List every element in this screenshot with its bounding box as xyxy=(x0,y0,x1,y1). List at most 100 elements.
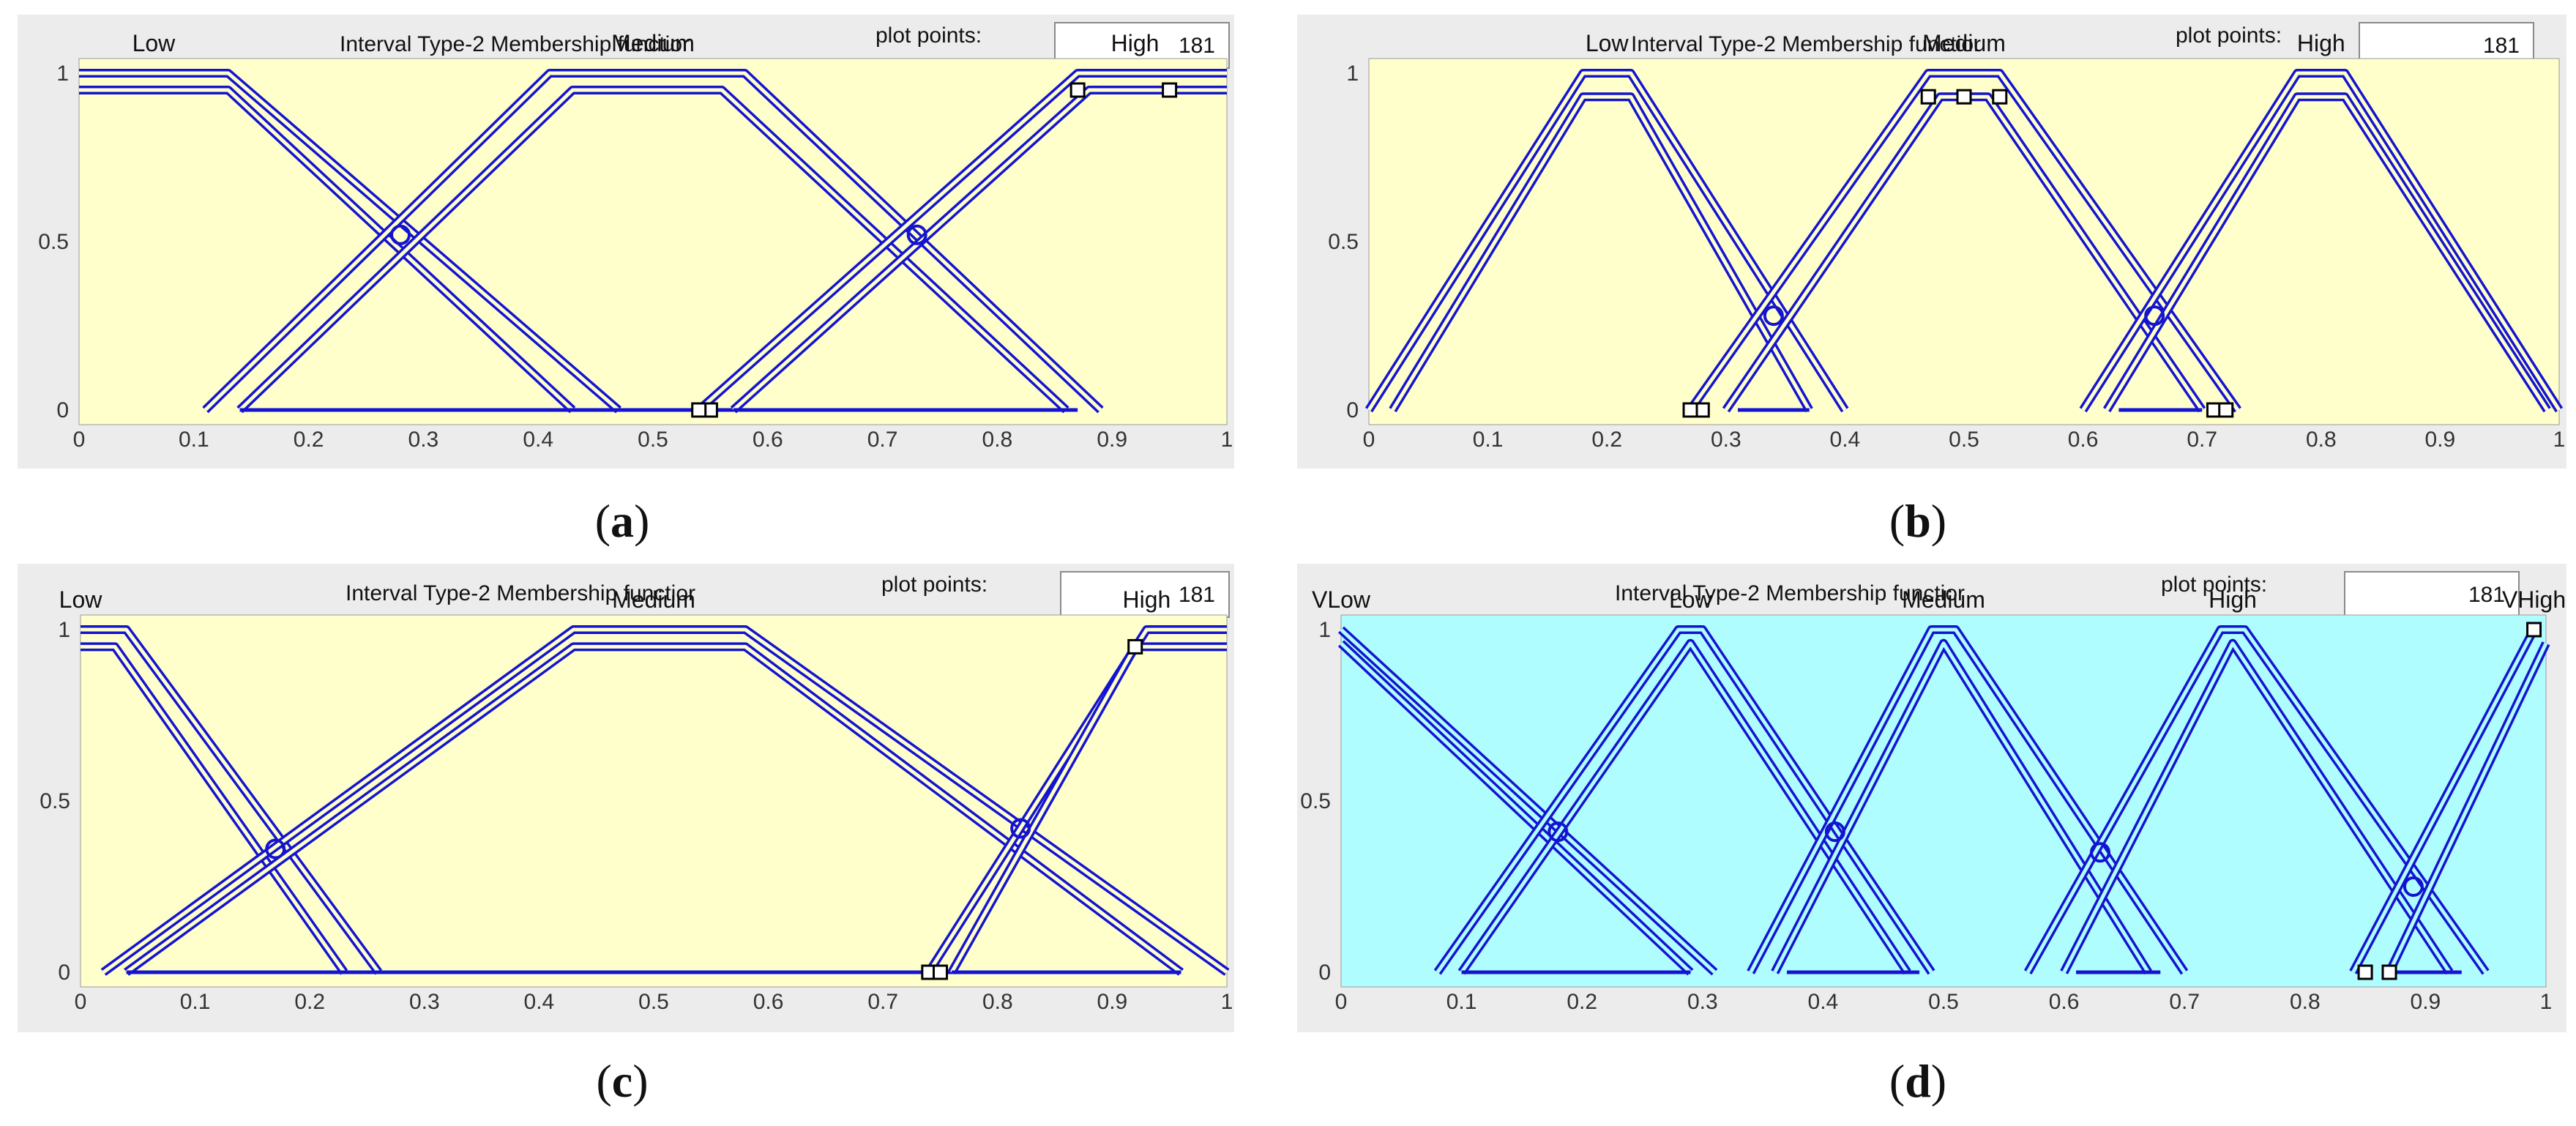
membership-plot-a: 0 0.1 0.2 0.3 0.4 0.5 0.6 0.7 0.8 0.9 1 0 0.5 1 Low Med… xyxy=(38,30,1233,452)
y-tick-label: 1 xyxy=(56,61,69,86)
x-tick-label: 0.7 xyxy=(867,990,898,1014)
x-tick-label: 0.1 xyxy=(1446,990,1477,1014)
x-tick-label: 0.8 xyxy=(2290,990,2321,1014)
y-tick-label: 0.5 xyxy=(40,789,70,813)
mf-high xyxy=(695,69,1227,414)
mf-upper-core xyxy=(1367,71,1847,411)
x-tick-label: 1 xyxy=(2553,428,2566,452)
x-tick-label: 0 xyxy=(1363,428,1375,452)
crossing-marker xyxy=(906,224,927,245)
plot-points-label: plot points: xyxy=(2176,23,2282,48)
drag-handle xyxy=(1956,89,1972,105)
x-tick-label: 0.8 xyxy=(982,990,1013,1014)
x-tick-label: 0 xyxy=(1335,990,1348,1014)
plot-points-input[interactable]: 181 xyxy=(1060,571,1230,618)
mf-upper-core xyxy=(2081,71,2561,411)
mf-lower-core xyxy=(81,644,346,974)
mf-label: High xyxy=(2209,586,2257,613)
mf-label: Medium xyxy=(1902,586,1985,613)
crossing-marker xyxy=(265,838,286,860)
panel-title: Interval Type-2 Membership functior xyxy=(1631,32,1981,56)
mf-vlow xyxy=(1337,626,1718,976)
mf-lower-core xyxy=(732,88,1227,411)
plot-points-label: plot points: xyxy=(876,23,982,48)
x-tick-label: 0.9 xyxy=(2425,428,2456,452)
x-tick-label: 0.2 xyxy=(1591,428,1622,452)
mf-label: Medium xyxy=(612,586,695,613)
mf-lower-core xyxy=(125,644,1182,974)
mf-label: Low xyxy=(132,30,176,56)
x-tick-label: 0.4 xyxy=(1830,428,1861,452)
y-tick-label: 0 xyxy=(58,961,70,985)
drag-handle xyxy=(1069,82,1086,98)
x-tick-label: 0.5 xyxy=(1928,990,1959,1014)
mf-upper-core xyxy=(102,627,1228,974)
mf-label: Medium xyxy=(611,30,695,56)
plot-points-label: plot points: xyxy=(2161,573,2268,597)
crossing-marker xyxy=(1010,818,1031,839)
mf-label: VLow xyxy=(1312,586,1371,613)
plot-points-label: plot points: xyxy=(881,573,988,597)
x-tick-label: 0.2 xyxy=(1567,990,1597,1014)
mf-label: Low xyxy=(1586,30,1629,56)
membership-plot-b: 0 0.1 0.2 0.3 0.4 0.5 0.6 0.7 0.8 0.9 1 0 0.5 1 Low Med… xyxy=(1328,30,2566,452)
crossing-marker xyxy=(1763,305,1784,327)
caption-c: (c) xyxy=(596,1055,649,1107)
x-tick-label: 0.3 xyxy=(408,428,439,452)
x-tick-label: 0.3 xyxy=(409,990,440,1014)
x-tick-label: 0.2 xyxy=(294,428,324,452)
mf-lower-core xyxy=(79,88,574,411)
y-tick-label: 0 xyxy=(1346,398,1359,422)
y-tick-label: 1 xyxy=(1318,618,1331,642)
x-tick-label: 0.8 xyxy=(982,428,1013,452)
x-tick-label: 0.9 xyxy=(2411,990,2441,1014)
mf-label: Low xyxy=(59,586,103,613)
mf-upper-core xyxy=(2026,627,2487,974)
y-tick-label: 0.5 xyxy=(38,230,69,254)
x-tick-label: 0.1 xyxy=(1473,428,1504,452)
plot-area xyxy=(78,58,1228,425)
mf-upper-core xyxy=(927,627,1227,974)
x-tick-label: 0 xyxy=(75,990,87,1014)
caption-a: (a) xyxy=(594,495,650,547)
drag-handle xyxy=(691,402,707,418)
drag-handle xyxy=(1992,89,2008,105)
x-tick-label: 1 xyxy=(2540,990,2553,1014)
x-tick-label: 0.6 xyxy=(753,990,784,1014)
x-tick-label: 1 xyxy=(1221,990,1233,1014)
mf-upper-core xyxy=(1436,627,1933,974)
drag-handle xyxy=(1682,402,1698,418)
mf-lower-core xyxy=(2387,642,2548,974)
panel-a: Interval Type-2 Membership functior plot… xyxy=(18,15,1234,469)
x-tick-label: 0.7 xyxy=(2187,428,2217,452)
drag-handle xyxy=(2526,622,2542,638)
mf-upper-core xyxy=(79,71,620,411)
mf-lower-core xyxy=(1340,641,1692,974)
x-tick-label: 0.6 xyxy=(753,428,783,452)
drag-handle xyxy=(1127,638,1143,655)
crossing-marker xyxy=(390,224,411,245)
x-tick-label: 0.2 xyxy=(294,990,325,1014)
panel-title: Interval Type-2 Membership functior xyxy=(346,581,695,605)
mf-upper-core xyxy=(81,627,381,974)
mf-upper-core xyxy=(1340,628,1716,974)
y-tick-label: 0 xyxy=(56,398,69,422)
mf-label: High xyxy=(2297,30,2345,56)
crossing-marker xyxy=(2403,876,2424,897)
x-tick-label: 0.4 xyxy=(1808,990,1839,1014)
y-tick-label: 1 xyxy=(1346,61,1359,86)
caption-b: (b) xyxy=(1889,495,1947,547)
x-tick-label: 0.5 xyxy=(638,990,669,1014)
x-tick-label: 0.1 xyxy=(180,990,211,1014)
panel-b: Interval Type-2 Membership functior plot… xyxy=(1297,15,2566,469)
crossing-marker xyxy=(2144,305,2165,327)
mf-upper-core xyxy=(1688,71,2240,411)
x-tick-label: 1 xyxy=(1221,428,1233,452)
drag-handle xyxy=(1162,82,1178,98)
y-tick-label: 0 xyxy=(1318,961,1331,985)
crossing-marker xyxy=(1548,821,1569,843)
x-tick-label: 0.6 xyxy=(2068,428,2099,452)
x-tick-label: 0.7 xyxy=(2169,990,2200,1014)
mf-upper-core xyxy=(1749,627,2187,974)
mf-upper-core xyxy=(2351,628,2536,974)
